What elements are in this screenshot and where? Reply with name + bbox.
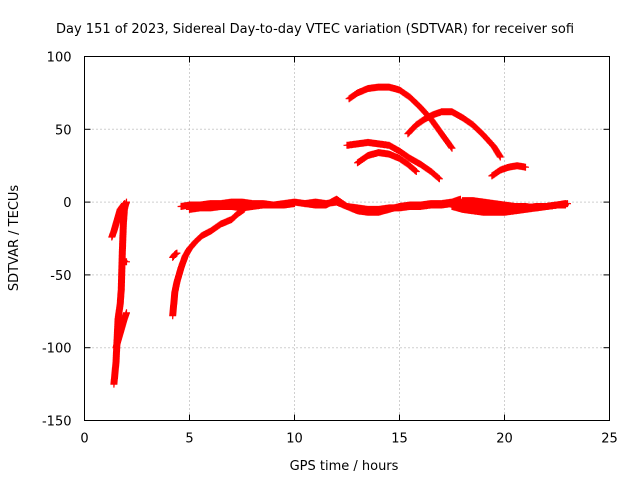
series-markers <box>354 149 420 175</box>
series-arc-8 <box>186 200 298 213</box>
y-tick-label: 100 <box>47 51 72 66</box>
series-markers <box>343 138 443 183</box>
x-tick-label: 20 <box>496 432 513 447</box>
y-tick-label: -100 <box>42 342 72 357</box>
x-tick-label: 25 <box>601 432 618 447</box>
y-tick-label: 0 <box>63 196 71 211</box>
y-axis-label: SDTVAR / TECUs <box>7 185 22 292</box>
series-markers <box>345 83 456 152</box>
series-arc-13 <box>404 108 504 161</box>
y-tick-label: -50 <box>50 269 71 284</box>
series-arc-2 <box>108 200 128 241</box>
series-arc-9 <box>301 195 464 216</box>
series-arc-4 <box>119 256 130 266</box>
x-tick-label: 0 <box>80 432 88 447</box>
grid-layer <box>84 56 610 421</box>
x-tick-label: 5 <box>185 432 193 447</box>
series-markers <box>169 249 181 261</box>
series-markers <box>186 200 298 213</box>
series-markers <box>112 309 130 352</box>
plot-frame <box>84 56 610 421</box>
series-markers <box>404 108 504 161</box>
series-arc-6 <box>169 249 181 261</box>
chart-title: Day 151 of 2023, Sidereal Day-to-day VTE… <box>56 22 574 37</box>
series-markers <box>169 205 248 320</box>
series-markers <box>301 195 464 216</box>
series-arc-5 <box>169 205 248 320</box>
series-arc-14 <box>343 138 443 183</box>
series-markers <box>488 162 529 180</box>
series-markers <box>119 256 130 266</box>
y-tick-label: 50 <box>55 123 72 138</box>
series-arc-16 <box>488 162 529 180</box>
y-tick-label: -150 <box>42 415 72 430</box>
x-tick-label: 10 <box>286 432 303 447</box>
series-markers <box>108 200 128 241</box>
series-arc-3 <box>112 309 130 352</box>
series-arc-15 <box>354 149 420 175</box>
series-arc-12 <box>345 83 456 152</box>
series-arc-11 <box>459 197 569 212</box>
x-tick-label: 15 <box>391 432 408 447</box>
axis-layer: 0 5 10 15 20 25 -150 -100 -50 0 50 100 <box>42 51 618 447</box>
data-layer <box>108 83 571 388</box>
series-markers <box>459 197 569 212</box>
x-axis-label: GPS time / hours <box>290 459 399 474</box>
